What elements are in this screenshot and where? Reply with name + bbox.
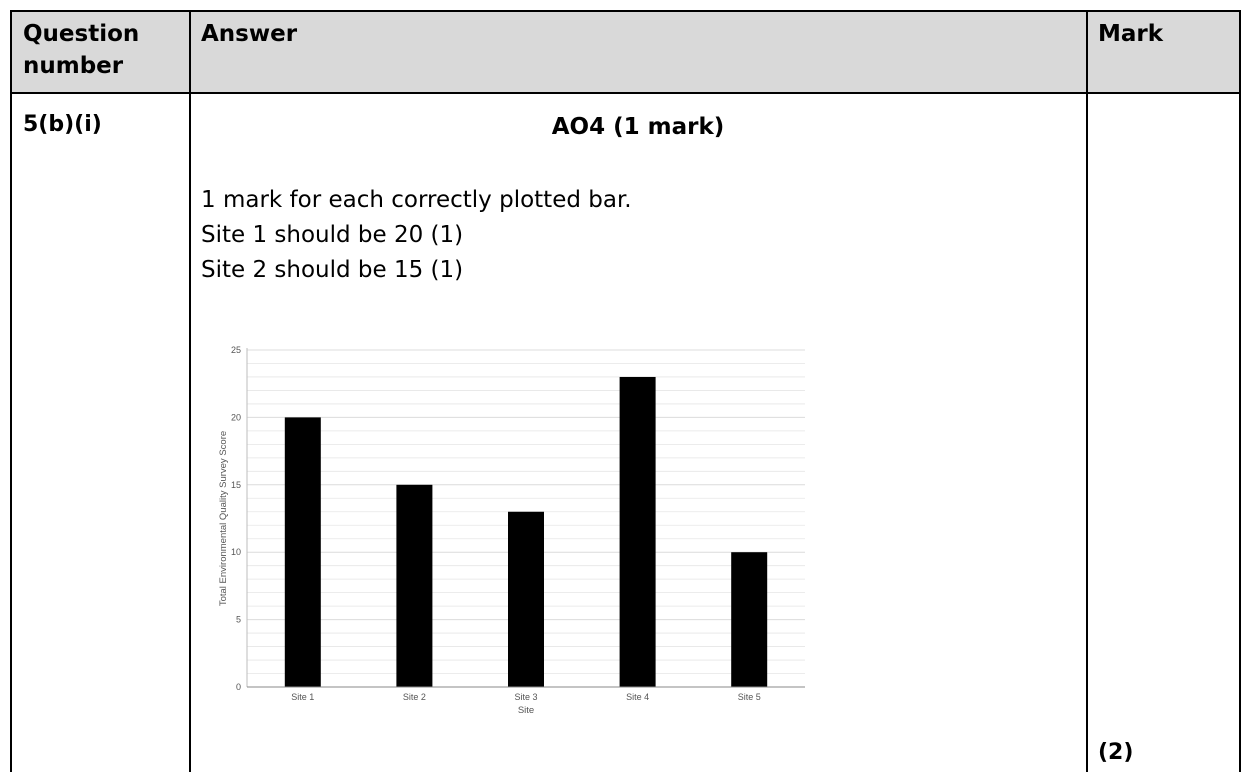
- table-column-divider-2: [1086, 10, 1088, 772]
- question-number: 5(b)(i): [23, 112, 102, 137]
- answer-line-1: 1 mark for each correctly plotted bar.: [201, 187, 632, 213]
- x-tick-label: Site 5: [738, 692, 761, 702]
- chart-axes: [246, 348, 805, 688]
- chart-bars: [284, 376, 768, 687]
- table-border-top: [10, 10, 1241, 12]
- y-tick-label: 5: [236, 615, 241, 625]
- bar-site-5: [731, 552, 768, 687]
- mark-value: (2): [1098, 740, 1134, 765]
- bar-chart: Site Total Environmental Quality Survey …: [218, 345, 805, 716]
- x-tick-label: Site 2: [403, 692, 426, 702]
- x-tick-label: Site 4: [626, 692, 649, 702]
- bar-site-2: [396, 484, 433, 687]
- x-tick-label: Site 3: [514, 692, 537, 702]
- table-border-left: [10, 10, 12, 772]
- bar-site-1: [284, 417, 321, 687]
- bar-site-4: [619, 376, 656, 687]
- y-tick-label: 0: [236, 682, 241, 692]
- y-tick-label: 25: [231, 345, 241, 355]
- assessment-objective: AO4 (1 mark): [551, 114, 725, 140]
- y-tick-label: 15: [231, 480, 241, 490]
- x-tick-label: Site 1: [291, 692, 314, 702]
- table-header-row: [11, 11, 1240, 92]
- y-axis-title: Total Environmental Quality Survey Score: [218, 431, 229, 606]
- header-question-number: Question number: [23, 21, 140, 79]
- answer-line-2: Site 1 should be 20 (1): [201, 222, 464, 248]
- chart-labels: Site Total Environmental Quality Survey …: [218, 345, 761, 716]
- y-tick-label: 20: [231, 412, 241, 422]
- chart-gridlines: [247, 349, 805, 674]
- table-border-right: [1239, 10, 1241, 772]
- answer-line-3: Site 2 should be 15 (1): [201, 257, 464, 283]
- header-mark: Mark: [1098, 21, 1164, 47]
- x-axis-title: Site: [518, 705, 534, 716]
- y-tick-label: 10: [231, 547, 241, 557]
- bar-site-3: [508, 511, 544, 687]
- header-answer: Answer: [201, 21, 298, 47]
- table-header-divider: [10, 92, 1241, 94]
- table-column-divider-1: [189, 10, 191, 772]
